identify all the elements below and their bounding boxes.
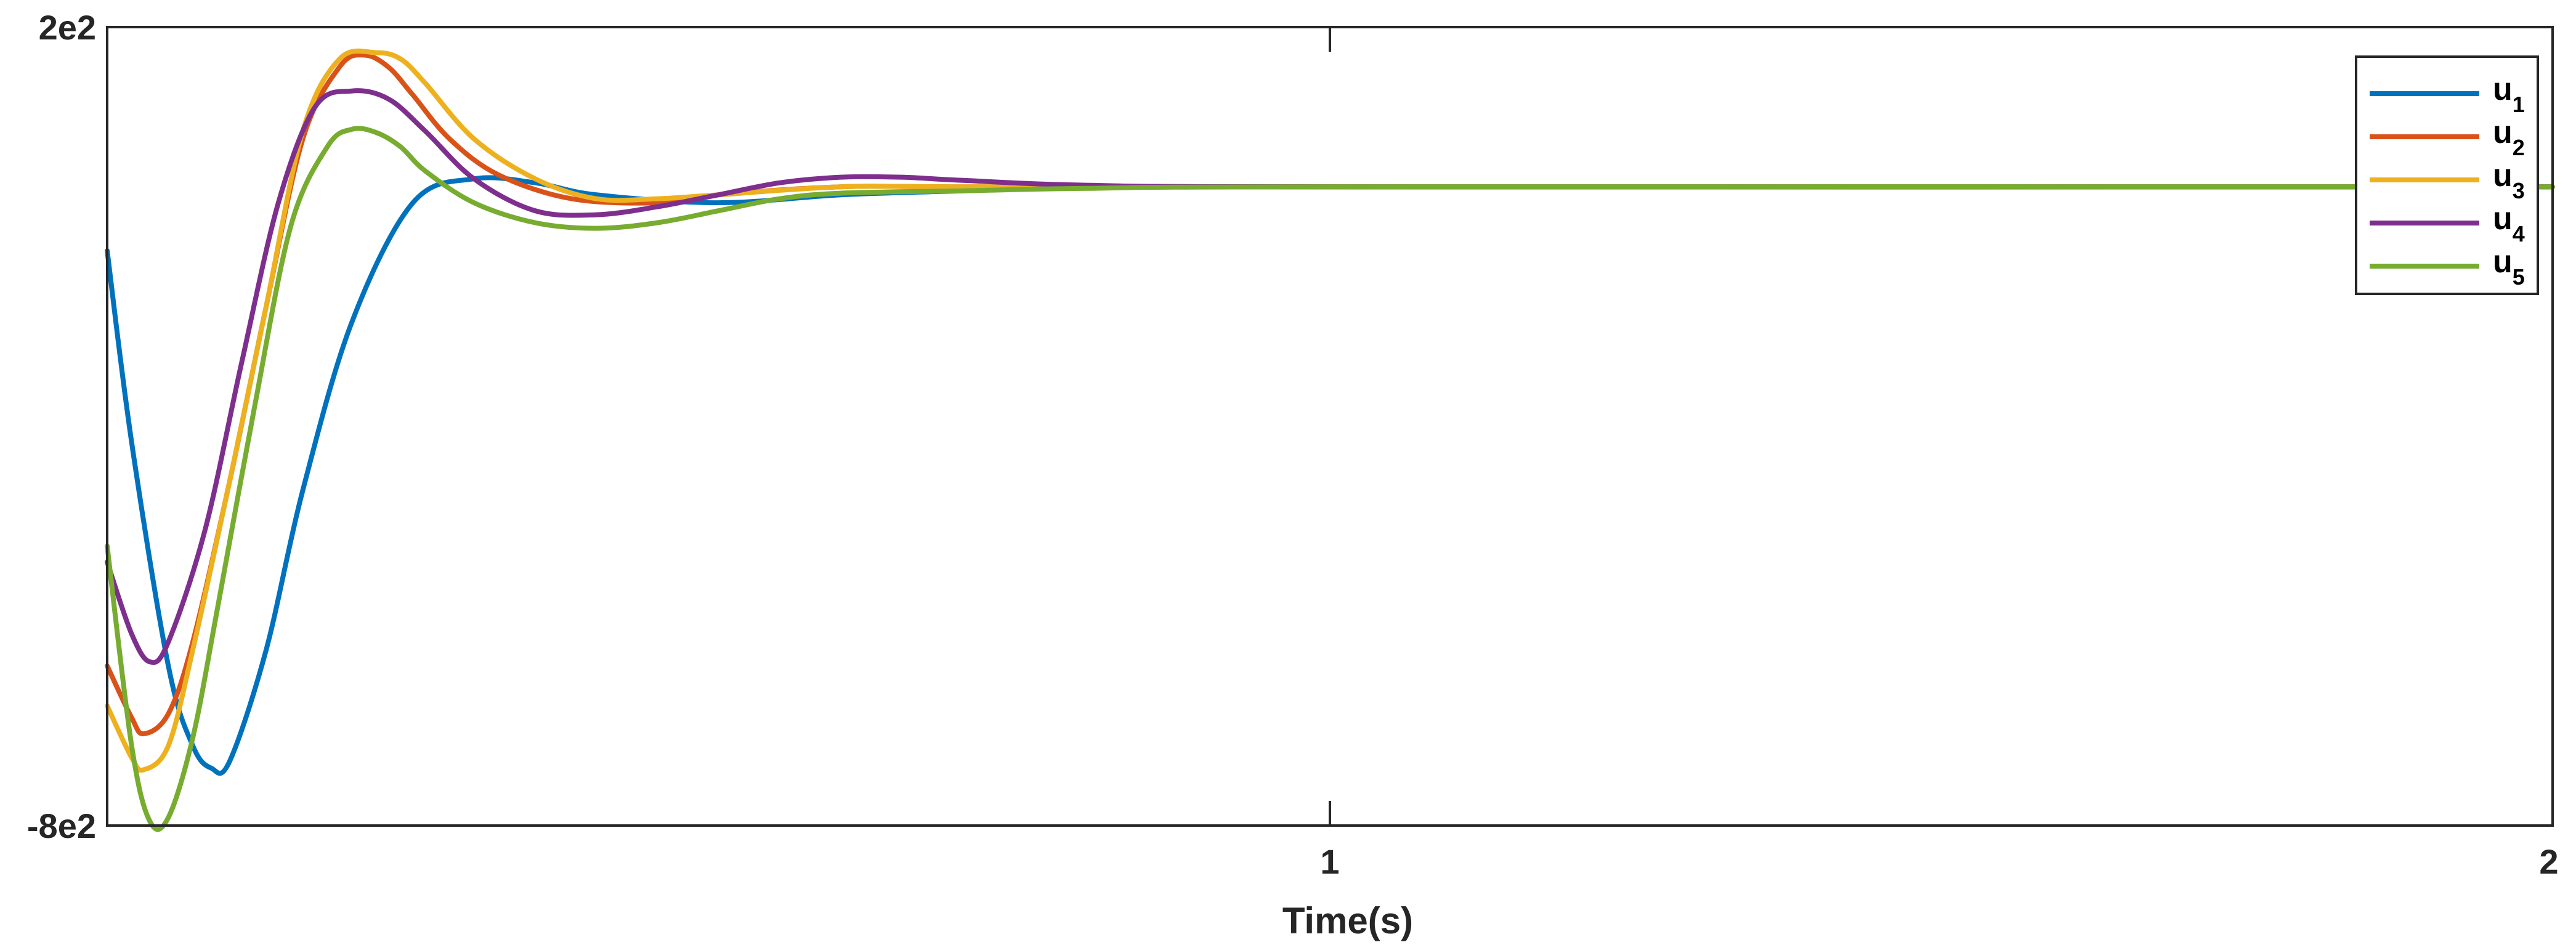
- x-tick-label: 2: [2539, 842, 2558, 881]
- x-tick-label: 1: [1320, 842, 1339, 881]
- legend-box: [2355, 55, 2539, 295]
- x-axis-label: Time(s): [1282, 900, 1413, 941]
- y-tick-label: -8e2: [27, 806, 96, 845]
- tick-layer: 1 2 -8e2 2e2: [27, 8, 2559, 881]
- y-tick-label: 2e2: [39, 8, 96, 47]
- series-line-5: [105, 126, 2555, 832]
- plot-area: [107, 27, 2553, 826]
- series-layer: [105, 48, 2555, 832]
